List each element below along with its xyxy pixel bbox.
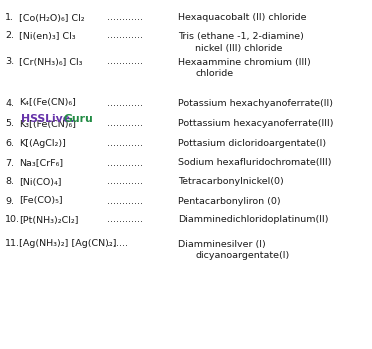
Text: ............: ............ (107, 215, 143, 224)
Text: [Cr(NH₃)₆] Cl₃: [Cr(NH₃)₆] Cl₃ (19, 58, 83, 67)
Text: Tris (ethane -1, 2-diamine): Tris (ethane -1, 2-diamine) (178, 31, 304, 40)
Text: HSSLive.: HSSLive. (21, 114, 74, 124)
Text: Diamminedichloridoplatinum(II): Diamminedichloridoplatinum(II) (178, 215, 328, 224)
Text: ............: ............ (107, 31, 143, 40)
Text: Potassium hexachyanoferrate(II): Potassium hexachyanoferrate(II) (178, 98, 333, 107)
Text: 7.: 7. (5, 158, 14, 168)
Text: 10.: 10. (5, 215, 20, 224)
Text: K[(AgCl₂)]: K[(AgCl₂)] (19, 140, 66, 149)
Text: K₃[(Fe(CN)₆]: K₃[(Fe(CN)₆] (19, 119, 76, 128)
Text: 11.: 11. (5, 239, 20, 248)
Text: Guru: Guru (63, 114, 93, 124)
Text: ............: ............ (107, 196, 143, 206)
Text: ............: ............ (107, 58, 143, 67)
Text: 9.: 9. (5, 196, 14, 206)
Text: Pentacarbonyliron (0): Pentacarbonyliron (0) (178, 196, 280, 206)
Text: 6.: 6. (5, 140, 14, 149)
Text: 3.: 3. (5, 58, 14, 67)
Text: dicyanoargentate(I): dicyanoargentate(I) (195, 252, 289, 260)
Text: [Ni(en)₃] Cl₃: [Ni(en)₃] Cl₃ (19, 31, 76, 40)
Text: nickel (III) chloride: nickel (III) chloride (195, 44, 282, 52)
Text: Pottassium hexacyanoferrate(III): Pottassium hexacyanoferrate(III) (178, 119, 334, 128)
Text: 5.: 5. (5, 119, 14, 128)
Text: Sodium hexafluridochromate(III): Sodium hexafluridochromate(III) (178, 158, 331, 168)
Text: ............: ............ (107, 14, 143, 22)
Text: ............: ............ (107, 140, 143, 149)
Text: Hexaquacobalt (II) chloride: Hexaquacobalt (II) chloride (178, 14, 307, 22)
Text: chloride: chloride (195, 69, 233, 79)
Text: K₄[(Fe(CN)₆]: K₄[(Fe(CN)₆] (19, 98, 76, 107)
Text: [Fe(CO)₅]: [Fe(CO)₅] (19, 196, 62, 206)
Text: Na₃[CrF₆]: Na₃[CrF₆] (19, 158, 63, 168)
Text: .......: ....... (107, 239, 128, 248)
Text: 8.: 8. (5, 178, 14, 186)
Text: 4.: 4. (5, 98, 14, 107)
Text: 1.: 1. (5, 14, 14, 22)
Text: [Co(H₂O)₆] Cl₂: [Co(H₂O)₆] Cl₂ (19, 14, 84, 22)
Text: ............: ............ (107, 158, 143, 168)
Text: Hexaammine chromium (III): Hexaammine chromium (III) (178, 58, 311, 67)
Text: ............: ............ (107, 119, 143, 128)
Text: Diamminesilver (I): Diamminesilver (I) (178, 239, 266, 248)
Text: [Pt(NH₃)₂Cl₂]: [Pt(NH₃)₂Cl₂] (19, 215, 78, 224)
Text: Pottasium dicloridoargentate(I): Pottasium dicloridoargentate(I) (178, 140, 326, 149)
Text: 2.: 2. (5, 31, 14, 40)
Text: Tetracarbonylnickel(0): Tetracarbonylnickel(0) (178, 178, 284, 186)
Text: ............: ............ (107, 178, 143, 186)
Text: [Ag(NH₃)₂] [Ag(CN)₂]: [Ag(NH₃)₂] [Ag(CN)₂] (19, 239, 116, 248)
Text: [Ni(CO)₄]: [Ni(CO)₄] (19, 178, 61, 186)
Text: ............: ............ (107, 98, 143, 107)
